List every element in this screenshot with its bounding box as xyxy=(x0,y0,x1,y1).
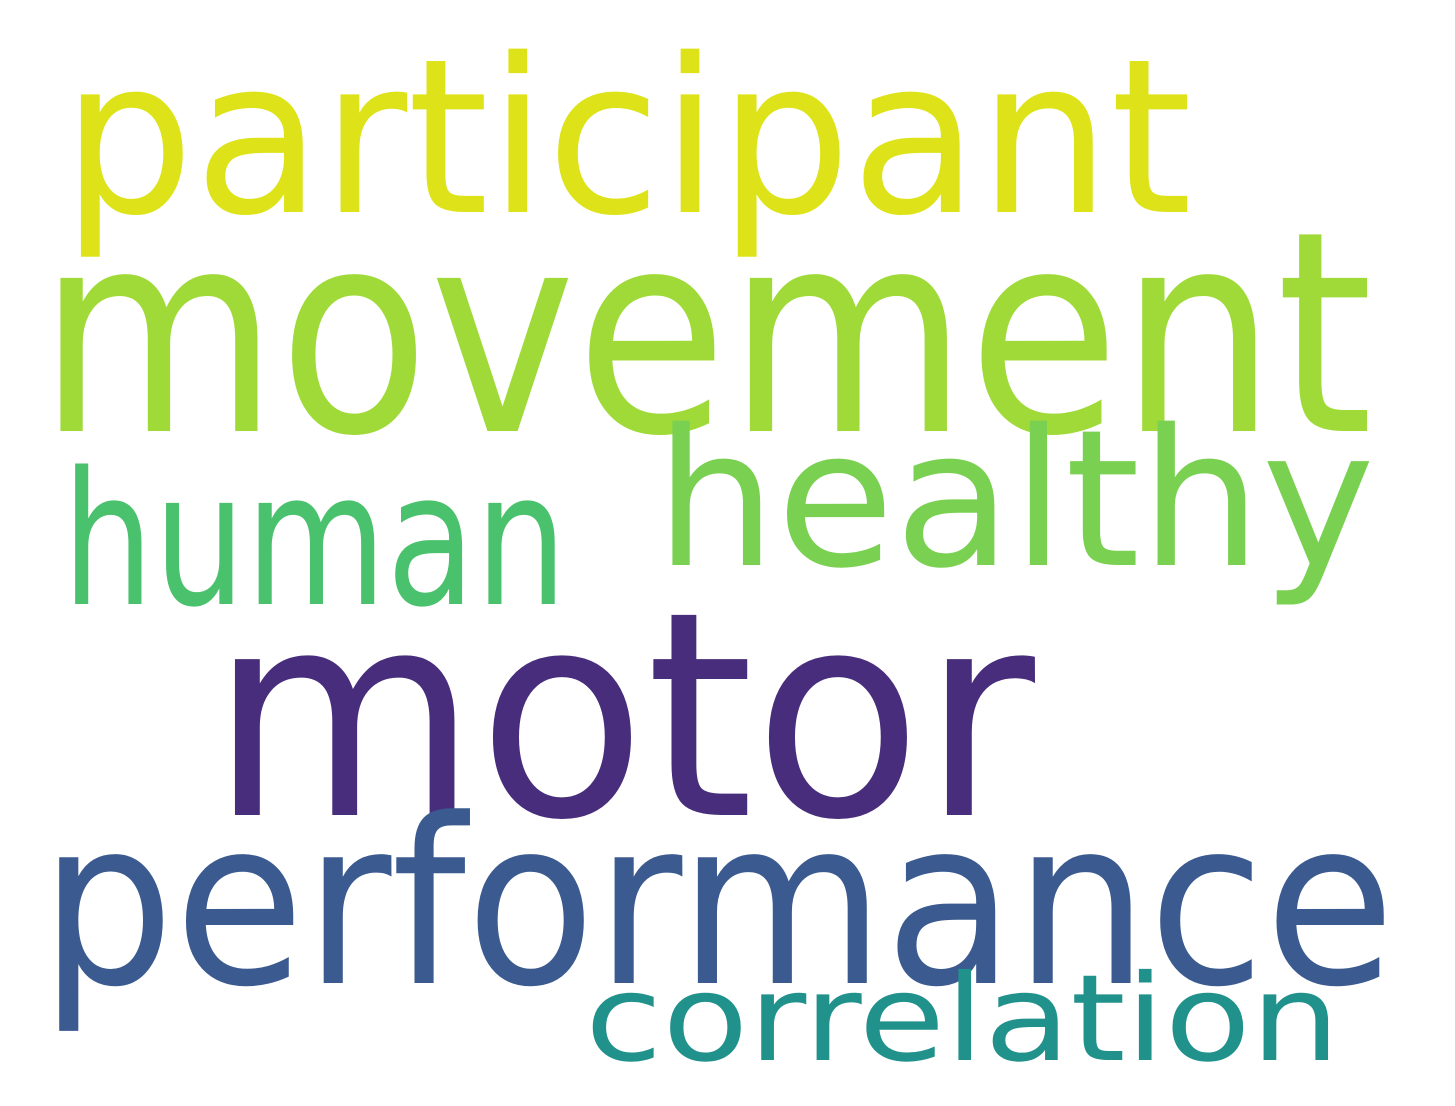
word-healthy: healthy xyxy=(655,389,1375,610)
word-performance: performance xyxy=(40,771,1395,1038)
word-movement: movement xyxy=(38,172,1373,498)
word-correlation: correlation xyxy=(585,950,1340,1089)
word-human: human xyxy=(62,432,567,648)
word-motor: motor xyxy=(210,551,1035,883)
word-participant: participant xyxy=(62,12,1192,263)
